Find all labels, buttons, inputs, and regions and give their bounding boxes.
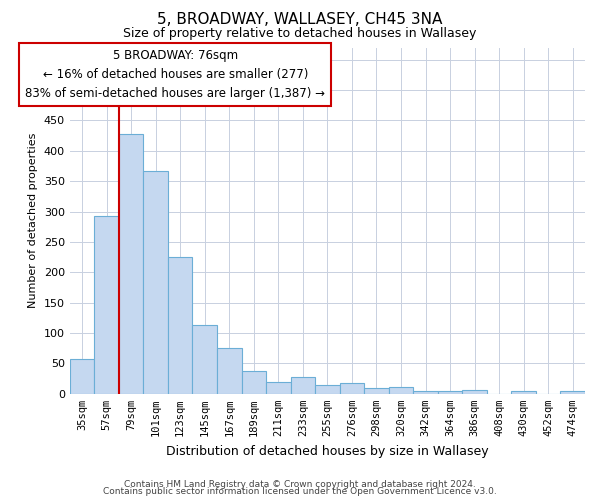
Bar xyxy=(340,384,364,394)
Bar xyxy=(389,387,413,394)
Bar xyxy=(143,171,168,394)
Text: 5 BROADWAY: 76sqm
← 16% of detached houses are smaller (277)
83% of semi-detache: 5 BROADWAY: 76sqm ← 16% of detached hous… xyxy=(25,50,325,100)
Bar xyxy=(364,388,389,394)
Bar xyxy=(70,359,94,394)
Bar xyxy=(413,391,438,394)
Bar xyxy=(94,216,119,394)
Bar xyxy=(438,391,463,394)
Bar xyxy=(560,392,585,394)
Bar xyxy=(242,370,266,394)
Bar xyxy=(266,382,290,394)
Bar xyxy=(193,325,217,394)
Text: Size of property relative to detached houses in Wallasey: Size of property relative to detached ho… xyxy=(124,28,476,40)
Text: 5, BROADWAY, WALLASEY, CH45 3NA: 5, BROADWAY, WALLASEY, CH45 3NA xyxy=(157,12,443,28)
Bar xyxy=(511,391,536,394)
Y-axis label: Number of detached properties: Number of detached properties xyxy=(28,133,38,308)
Bar xyxy=(290,377,315,394)
Text: Contains public sector information licensed under the Open Government Licence v3: Contains public sector information licen… xyxy=(103,488,497,496)
Bar xyxy=(217,348,242,394)
Bar xyxy=(463,390,487,394)
Bar xyxy=(168,257,193,394)
Bar xyxy=(315,384,340,394)
X-axis label: Distribution of detached houses by size in Wallasey: Distribution of detached houses by size … xyxy=(166,444,489,458)
Bar xyxy=(119,134,143,394)
Text: Contains HM Land Registry data © Crown copyright and database right 2024.: Contains HM Land Registry data © Crown c… xyxy=(124,480,476,489)
